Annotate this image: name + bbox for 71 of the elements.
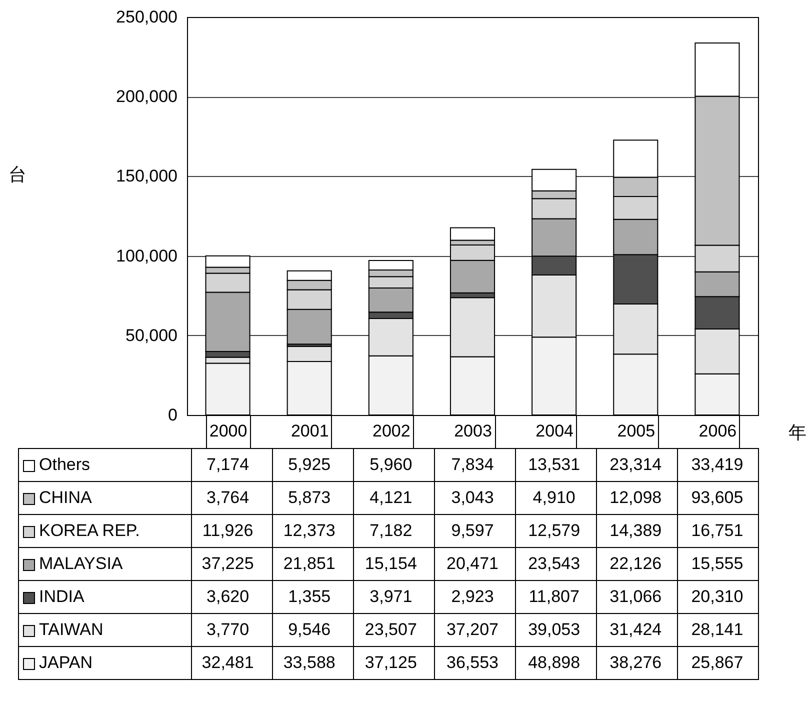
data-label: 11,807 <box>528 587 580 606</box>
y-tick-label: 100,000 <box>116 246 178 266</box>
data-label: 4,121 <box>370 488 412 507</box>
data-label: 23,507 <box>364 620 417 639</box>
legend-label: JAPAN <box>18 646 192 680</box>
data-label: 28,141 <box>691 620 744 639</box>
y-tick-label: 50,000 <box>126 326 178 345</box>
data-label: 7,174 <box>206 455 250 474</box>
data-label: 15,154 <box>364 554 417 573</box>
data-label: 13,531 <box>528 455 580 474</box>
data-label: 15,555 <box>691 554 744 573</box>
data-label: 5,925 <box>288 455 331 474</box>
x-tick-label: 2001 <box>290 422 329 440</box>
legend-label: TAIWAN <box>18 614 192 646</box>
data-label: 20,310 <box>691 587 744 606</box>
y-tick-label: 200,000 <box>116 87 178 106</box>
data-label: 14,389 <box>610 521 662 540</box>
legend-label: CHINA <box>18 482 192 514</box>
data-label: 33,588 <box>283 653 336 672</box>
y-tick-label: 250,000 <box>116 8 178 26</box>
data-label: 37,125 <box>364 653 417 672</box>
data-label: 1,355 <box>288 587 331 606</box>
legend-label: Others <box>18 448 192 482</box>
data-label: 37,207 <box>446 620 498 639</box>
data-label: 36,553 <box>446 653 498 672</box>
x-tick-label: 2005 <box>617 422 656 440</box>
data-label: 37,225 <box>202 554 254 573</box>
x-tick-label: 2003 <box>454 422 492 440</box>
data-label: 48,898 <box>528 653 580 672</box>
data-label: 22,126 <box>610 554 662 573</box>
y-axis-title: 台 <box>8 164 26 185</box>
legend-label: MALAYSIA <box>18 548 192 580</box>
x-tick-label: 2002 <box>372 422 410 440</box>
data-label: 39,053 <box>528 620 580 639</box>
data-label: 7,182 <box>370 521 412 540</box>
data-label: 23,314 <box>610 455 662 474</box>
data-label: 2,923 <box>451 587 494 606</box>
x-tick-label: 2000 <box>209 422 248 440</box>
data-label: 11,926 <box>202 521 254 540</box>
legend-label: KOREA REP. <box>18 514 192 548</box>
data-label: 31,066 <box>610 587 662 606</box>
data-label: 3,620 <box>206 587 250 606</box>
data-label: 4,910 <box>532 488 576 507</box>
data-label: 20,471 <box>446 554 498 573</box>
x-tick-label: 2004 <box>536 422 574 440</box>
data-label: 21,851 <box>283 554 336 573</box>
x-axis-title: 年 <box>788 422 806 442</box>
data-label: 3,043 <box>451 488 494 507</box>
data-label: 7,834 <box>451 455 494 474</box>
data-label: 31,424 <box>610 620 662 639</box>
data-label: 12,098 <box>610 488 662 507</box>
data-label: 23,543 <box>528 554 580 573</box>
y-tick-label: 0 <box>168 406 178 424</box>
data-label: 93,605 <box>691 488 744 507</box>
data-label: 12,579 <box>528 521 580 540</box>
data-label: 25,867 <box>691 653 744 672</box>
data-label: 33,419 <box>691 455 744 474</box>
data-label: 3,764 <box>206 488 250 507</box>
data-label: 12,373 <box>283 521 336 540</box>
y-tick-label: 150,000 <box>116 166 178 186</box>
data-label: 3,770 <box>206 620 250 639</box>
data-label: 38,276 <box>610 653 662 672</box>
data-label: 5,873 <box>288 488 331 507</box>
data-label: 9,546 <box>288 620 331 639</box>
data-label: 3,971 <box>370 587 412 606</box>
data-label: 16,751 <box>691 521 744 540</box>
data-label: 32,481 <box>202 653 254 672</box>
data-label: 5,960 <box>370 455 412 474</box>
x-tick-label: 2006 <box>698 422 737 440</box>
legend-label: INDIA <box>18 580 192 614</box>
data-label: 9,597 <box>451 521 494 540</box>
